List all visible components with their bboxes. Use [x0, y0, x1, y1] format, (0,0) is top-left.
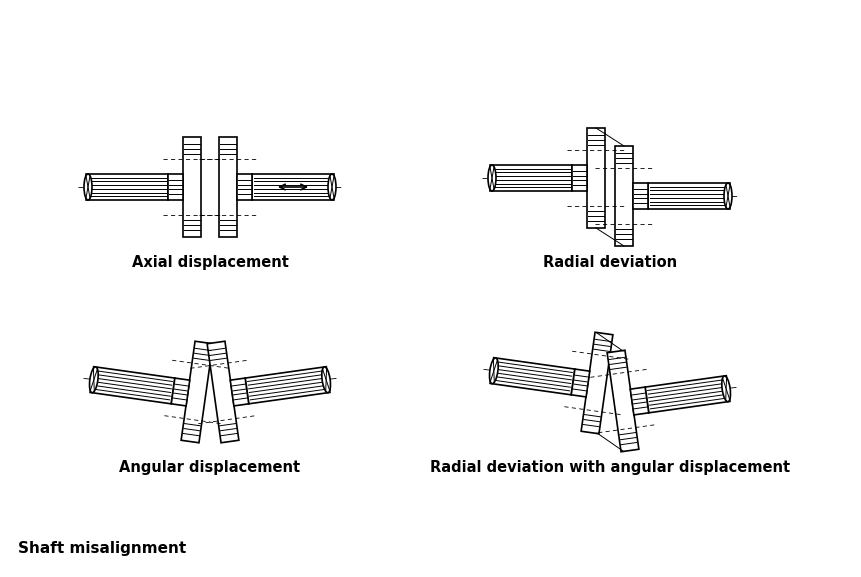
Ellipse shape — [723, 183, 731, 209]
Polygon shape — [230, 378, 249, 406]
Polygon shape — [171, 378, 189, 406]
Ellipse shape — [487, 165, 495, 191]
Polygon shape — [586, 128, 604, 228]
Polygon shape — [489, 165, 572, 191]
Polygon shape — [183, 137, 201, 237]
Polygon shape — [571, 369, 589, 397]
Ellipse shape — [90, 367, 98, 393]
Text: Angular displacement: Angular displacement — [120, 460, 300, 475]
Polygon shape — [647, 183, 729, 209]
Polygon shape — [632, 183, 647, 209]
Polygon shape — [181, 341, 213, 443]
Polygon shape — [572, 165, 586, 191]
Polygon shape — [86, 174, 168, 200]
Polygon shape — [90, 366, 175, 404]
Polygon shape — [168, 174, 183, 200]
Polygon shape — [207, 341, 238, 443]
Text: Shaft misalignment: Shaft misalignment — [18, 541, 186, 556]
Polygon shape — [629, 387, 648, 415]
Ellipse shape — [84, 174, 92, 200]
Ellipse shape — [489, 358, 498, 384]
Ellipse shape — [721, 376, 729, 402]
Polygon shape — [219, 137, 237, 237]
Polygon shape — [580, 332, 612, 434]
Polygon shape — [490, 358, 574, 395]
Polygon shape — [644, 376, 729, 413]
Polygon shape — [614, 146, 632, 246]
Polygon shape — [237, 174, 251, 200]
Polygon shape — [606, 350, 638, 452]
Polygon shape — [245, 366, 330, 404]
Polygon shape — [251, 174, 333, 200]
Ellipse shape — [328, 174, 336, 200]
Text: Axial displacement: Axial displacement — [132, 255, 288, 270]
Text: Radial deviation with angular displacement: Radial deviation with angular displaceme… — [430, 460, 790, 475]
Ellipse shape — [321, 367, 330, 393]
Text: Radial deviation: Radial deviation — [542, 255, 676, 270]
